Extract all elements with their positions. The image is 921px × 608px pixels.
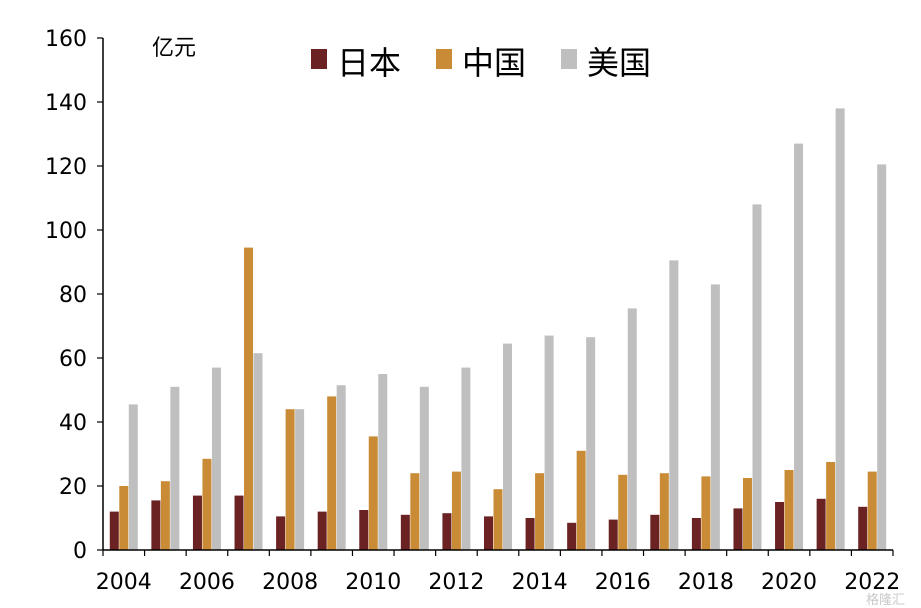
y-axis-ticks: 0 20 40 60 80 100 120 140 160 [45, 27, 103, 564]
bar-2012-中国 [451, 471, 461, 550]
bar-2005-中国 [160, 481, 170, 550]
bar-2018-中国 [701, 476, 711, 550]
bar-2006-中国 [202, 458, 212, 550]
bar-2019-中国 [742, 478, 752, 550]
bar-2010-中国 [368, 436, 378, 550]
bar-2006-日本 [192, 495, 202, 550]
bar-2008-日本 [276, 516, 286, 550]
bar-2014-日本 [525, 518, 535, 550]
x-axis-ticks: 2004 2006 2008 2010 2012 2014 2016 2018 2020 2022 [96, 550, 900, 595]
x-tick-label: 2014 [512, 570, 568, 595]
x-tick-label: 2018 [678, 570, 734, 595]
legend-label-日本: 日本 [337, 44, 401, 82]
legend-swatch-日本 [311, 49, 327, 69]
bar-2013-日本 [484, 516, 493, 550]
bar-2007-日本 [234, 495, 244, 550]
bar-2010-日本 [359, 510, 369, 550]
bar-2020-中国 [784, 470, 794, 550]
bar-2018-日本 [691, 518, 701, 550]
y-tick-label: 60 [59, 347, 87, 372]
bar-2017-日本 [650, 514, 660, 550]
bar-2011-中国 [410, 473, 420, 550]
bar-2009-日本 [317, 511, 327, 550]
legend-label-中国: 中国 [462, 44, 526, 82]
bar-2017-美国 [669, 260, 679, 550]
bar-2016-日本 [608, 519, 618, 550]
bar-2021-中国 [826, 462, 836, 550]
bar-2015-美国 [586, 337, 596, 550]
bar-2019-日本 [733, 508, 743, 550]
bar-2010-美国 [378, 374, 388, 550]
y-tick-label: 80 [59, 283, 87, 308]
bar-2011-美国 [419, 386, 429, 550]
x-tick-label: 2016 [595, 570, 651, 595]
bar-series [109, 108, 887, 551]
bar-2013-中国 [493, 489, 503, 550]
x-tick-label: 2006 [179, 570, 235, 595]
y-tick-label: 140 [45, 91, 87, 116]
legend-label-美国: 美国 [587, 44, 651, 82]
bar-2004-中国 [119, 486, 129, 550]
bar-2019-美国 [752, 204, 762, 550]
y-tick-label: 160 [45, 27, 87, 52]
bar-2020-美国 [794, 143, 804, 550]
y-tick-label: 0 [73, 539, 87, 564]
bar-2021-美国 [835, 108, 845, 551]
bar-2009-中国 [327, 396, 337, 550]
bar-2015-日本 [567, 522, 577, 550]
bar-2007-中国 [244, 247, 254, 550]
bar-2005-日本 [151, 500, 161, 550]
legend: 日本 中国 美国 [311, 44, 651, 82]
x-tick-label: 2010 [345, 570, 401, 595]
bar-2015-中国 [576, 450, 586, 550]
bar-2016-美国 [627, 308, 637, 550]
bar-2012-美国 [461, 367, 471, 550]
unit-label: 亿元 [152, 36, 196, 61]
x-tick-label: 2012 [428, 570, 484, 595]
y-tick-label: 120 [45, 155, 87, 180]
bar-2016-中国 [618, 474, 628, 550]
bar-2017-中国 [659, 473, 669, 550]
bar-2006-美国 [211, 367, 221, 550]
bar-2013-美国 [503, 343, 512, 550]
bar-2022-美国 [877, 164, 887, 550]
watermark-text: 格隆汇 [866, 592, 905, 608]
bar-2011-日本 [400, 514, 410, 550]
y-tick-label: 20 [59, 475, 87, 500]
bar-2009-美国 [336, 385, 346, 550]
bar-2004-日本 [109, 511, 119, 550]
x-tick-label: 2008 [262, 570, 318, 595]
bar-2008-美国 [295, 409, 305, 550]
bar-2007-美国 [253, 353, 263, 550]
bar-2022-日本 [858, 506, 868, 550]
bar-2014-美国 [544, 335, 554, 550]
y-tick-label: 100 [45, 219, 87, 244]
x-tick-label: 2022 [844, 570, 900, 595]
bar-2021-日本 [816, 498, 826, 550]
bar-2018-美国 [710, 284, 720, 550]
bar-2014-中国 [535, 473, 545, 550]
bar-2020-日本 [775, 502, 785, 550]
bar-2012-日本 [442, 513, 452, 550]
y-tick-label: 40 [59, 411, 87, 436]
bar-2004-美国 [128, 404, 138, 550]
x-tick-label: 2004 [96, 570, 152, 595]
bar-2005-美国 [170, 386, 180, 550]
bar-2022-中国 [867, 471, 877, 550]
legend-swatch-美国 [561, 49, 577, 69]
bar-2008-中国 [285, 409, 295, 550]
legend-swatch-中国 [436, 49, 452, 69]
x-tick-label: 2020 [761, 570, 817, 595]
